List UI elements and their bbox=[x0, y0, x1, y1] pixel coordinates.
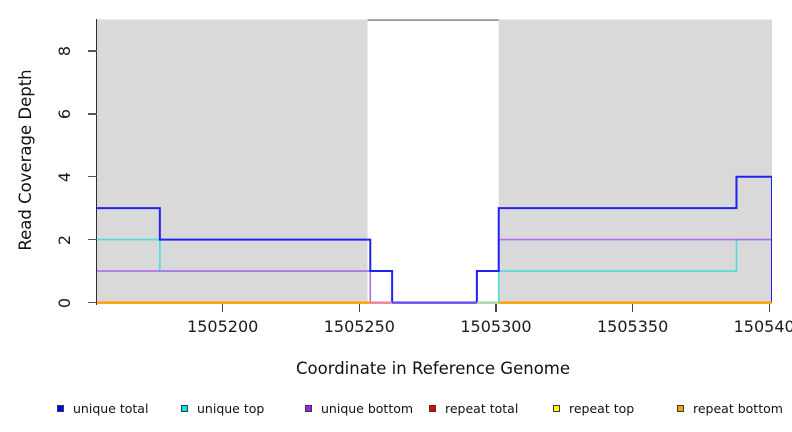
x-tick-label: 1505350 bbox=[596, 317, 669, 336]
legend-label: repeat total bbox=[445, 401, 519, 416]
legend-swatch-unique-bottom bbox=[305, 404, 312, 412]
legend-label: unique bottom bbox=[321, 401, 414, 416]
y-tick-mark bbox=[88, 238, 97, 241]
y-axis-title: Read Coverage Depth bbox=[16, 69, 35, 251]
y-tick-mark bbox=[88, 50, 97, 52]
legend-swatch-repeat-top bbox=[553, 404, 560, 412]
repeat-region-shade bbox=[498, 19, 772, 303]
plot-canvas bbox=[97, 19, 772, 304]
y-tick-label: 2 bbox=[55, 234, 74, 245]
x-tick-mark bbox=[495, 304, 497, 312]
legend-label: repeat top bbox=[569, 401, 635, 416]
y-tick-label: 8 bbox=[55, 45, 74, 57]
legend-swatch-repeat-bottom bbox=[677, 404, 684, 412]
y-tick-label: 4 bbox=[55, 171, 74, 182]
x-tick-mark bbox=[631, 304, 634, 312]
legend-swatch-unique-total bbox=[57, 404, 64, 412]
legend: unique total unique top unique bottom repea… bbox=[0, 396, 792, 422]
y-tick-label: 6 bbox=[55, 108, 74, 119]
x-tick-mark bbox=[222, 304, 224, 312]
y-tick-label: 0 bbox=[55, 297, 74, 308]
y-tick-mark bbox=[88, 301, 97, 304]
plot-area bbox=[97, 19, 772, 304]
y-tick-mark bbox=[88, 176, 97, 178]
y-axis-line bbox=[96, 19, 98, 305]
x-tick-label: 1505250 bbox=[323, 317, 395, 336]
x-tick-mark bbox=[358, 304, 361, 312]
x-tick-label: 1505300 bbox=[460, 317, 532, 336]
x-axis-title: Coordinate in Reference Genome bbox=[295, 359, 571, 378]
x-tick-mark bbox=[768, 304, 770, 312]
y-tick-mark bbox=[88, 113, 97, 115]
legend-label: repeat bottom bbox=[693, 401, 783, 416]
legend-label: unique top bbox=[197, 401, 265, 416]
legend-swatch-repeat-total bbox=[429, 404, 436, 412]
legend-swatch-unique-top bbox=[181, 404, 188, 412]
x-tick-label: 1505200 bbox=[187, 317, 259, 336]
repeat-region-shade bbox=[97, 19, 368, 303]
legend-label: unique total bbox=[73, 401, 149, 416]
